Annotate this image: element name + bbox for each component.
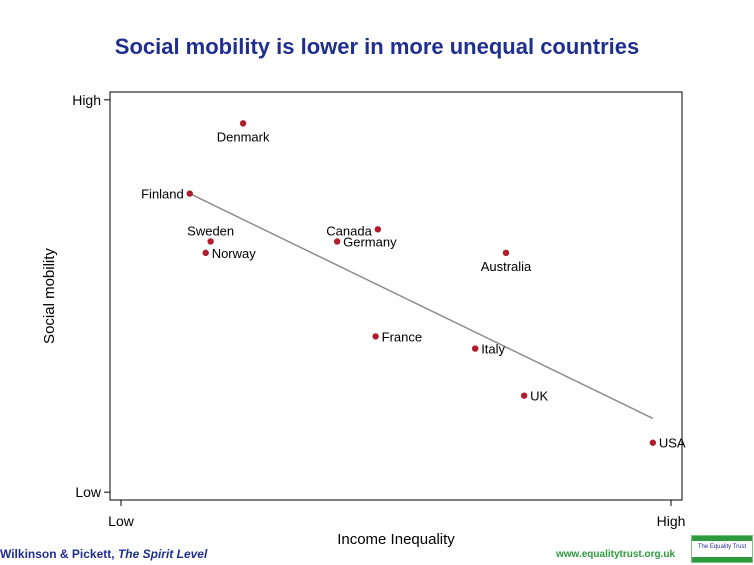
x-tick-label: Low — [108, 513, 135, 529]
source-authors: Wilkinson & Pickett, — [0, 547, 115, 561]
data-point-italy — [472, 345, 479, 352]
point-label-denmark: Denmark — [217, 129, 270, 144]
data-point-australia — [502, 249, 510, 257]
x-tick-label: High — [657, 513, 686, 529]
y-axis-label: Social mobility — [41, 248, 58, 344]
point-label-usa: USA — [659, 436, 686, 451]
equality-trust-logo: The Equality Trust — [691, 535, 753, 563]
website-url: www.equalitytrust.org.uk — [556, 549, 676, 560]
data-point-usa — [649, 439, 657, 446]
point-label-norway: Norway — [212, 246, 257, 261]
source-credit: Wilkinson & Pickett, The Spirit Level — [0, 547, 207, 561]
data-point-uk — [520, 392, 528, 399]
data-point-finland — [186, 190, 193, 197]
x-axis-label: Income Inequality — [337, 531, 455, 548]
point-label-canada: Canada — [326, 223, 372, 238]
data-point-france — [372, 333, 379, 340]
y-tick-label: Low — [75, 484, 102, 500]
logo-text: The Equality Trust — [697, 544, 747, 550]
data-point-norway — [202, 249, 209, 257]
source-book-title: The Spirit Level — [117, 547, 208, 561]
point-label-germany: Germany — [343, 234, 397, 249]
point-label-sweden: Sweden — [187, 223, 234, 238]
data-point-canada — [374, 226, 382, 233]
chart-title: Social mobility is lower in more unequal… — [114, 34, 640, 59]
point-label-finland: Finland — [141, 187, 184, 202]
y-tick-label: High — [72, 92, 101, 108]
point-label-australia: Australia — [481, 259, 532, 274]
point-label-italy: Italy — [481, 342, 505, 357]
trend-line — [189, 192, 654, 420]
data-point-denmark — [239, 120, 247, 127]
point-label-uk: UK — [530, 389, 548, 404]
data-point-germany — [333, 238, 341, 245]
point-label-france: France — [382, 329, 422, 344]
data-point-sweden — [207, 238, 214, 245]
plot-frame — [109, 91, 683, 501]
